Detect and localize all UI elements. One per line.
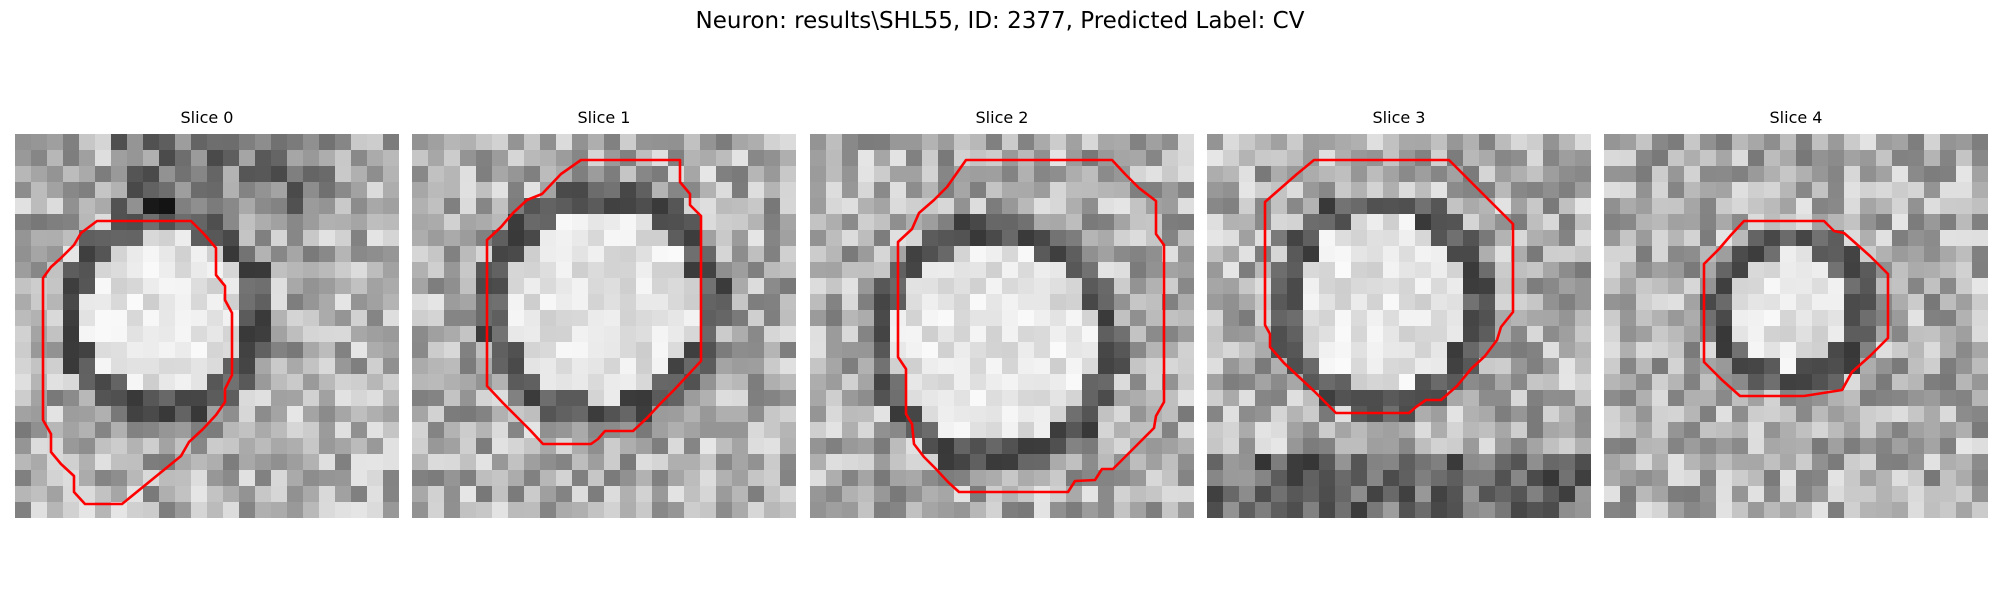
slice-image-2 <box>810 134 1194 518</box>
slice-title: Slice 2 <box>975 108 1029 127</box>
slice-title: Slice 4 <box>1769 108 1823 127</box>
grayscale-pixels <box>810 134 1194 518</box>
grayscale-pixels <box>1604 134 1988 518</box>
slice-title: Slice 1 <box>577 108 631 127</box>
slice-image-0 <box>15 134 399 518</box>
grayscale-pixels <box>1207 134 1591 518</box>
slice-title: Slice 0 <box>180 108 234 127</box>
contour-outline <box>1702 219 1890 398</box>
grayscale-pixels <box>412 134 796 518</box>
slice-image-4 <box>1604 134 1988 518</box>
figure-title: Neuron: results\SHL55, ID: 2377, Predict… <box>695 8 1305 34</box>
grayscale-pixels <box>15 134 399 518</box>
contour-outline <box>41 219 234 506</box>
slice-image-1 <box>412 134 796 518</box>
contour-outline <box>896 158 1166 494</box>
slice-title: Slice 3 <box>1372 108 1426 127</box>
contour-outline <box>485 158 703 446</box>
contour-outline <box>1263 158 1515 415</box>
slice-image-3 <box>1207 134 1591 518</box>
